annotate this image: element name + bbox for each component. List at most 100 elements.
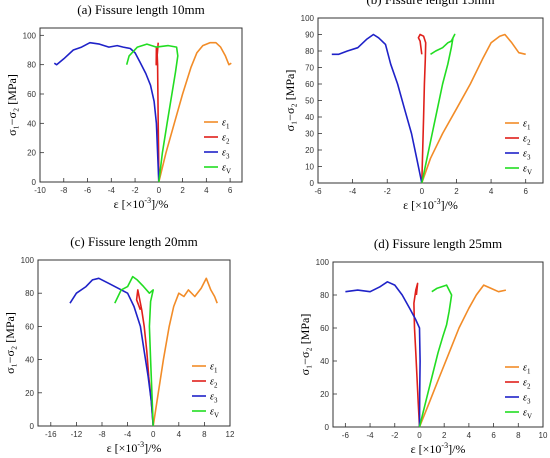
x-tick-label: -12 — [71, 430, 83, 439]
legend-label-ε3: ε3 — [523, 149, 531, 162]
legend-label-ε3: ε3 — [222, 148, 230, 161]
x-tick-label: 12 — [226, 430, 235, 439]
legend-label-ε1: ε1 — [210, 362, 218, 375]
x-axis-label: ε [×10-3]/% — [411, 441, 466, 456]
y-tick-label: 30 — [305, 130, 314, 139]
y-tick-label: 20 — [320, 390, 329, 399]
x-tick-label: 6 — [228, 186, 233, 195]
y-tick-label: 80 — [320, 291, 329, 300]
x-axis-label: ε [×10-3]/% — [403, 197, 458, 212]
legend-label-ε3: ε3 — [523, 393, 531, 406]
y-tick-label: 40 — [320, 357, 329, 366]
series-line-ε1 — [418, 284, 507, 428]
x-tick-label: 8 — [202, 430, 207, 439]
y-tick-label: 0 — [325, 423, 330, 432]
chart-title: (a) Fissure length 10mm — [77, 2, 204, 17]
y-tick-label: 80 — [27, 61, 36, 70]
series-line-εV — [421, 33, 456, 184]
series-line-ε1 — [152, 277, 218, 427]
y-tick-label: 0 — [32, 178, 37, 187]
y-axis-label: σ₁−σ₂ [MPa] — [3, 312, 17, 374]
series-line-ε1 — [158, 41, 232, 183]
x-tick-label: 6 — [491, 431, 496, 440]
y-tick-label: 0 — [310, 179, 315, 188]
y-tick-label: 100 — [23, 31, 37, 40]
y-tick-label: 40 — [25, 356, 34, 365]
x-tick-label: -6 — [314, 187, 322, 196]
legend-label-ε3: ε3 — [210, 392, 218, 405]
x-tick-label: -6 — [84, 186, 92, 195]
series-line-ε3 — [53, 41, 160, 183]
y-tick-label: 50 — [305, 97, 314, 106]
x-tick-label: -16 — [45, 430, 57, 439]
y-tick-label: 20 — [305, 146, 314, 155]
legend-label-ε2: ε2 — [222, 133, 230, 146]
legend-label-εV: εV — [523, 408, 532, 421]
y-tick-label: 40 — [27, 119, 36, 128]
x-tick-label: 0 — [151, 430, 156, 439]
y-tick-label: 60 — [320, 324, 329, 333]
x-tick-label: -6 — [342, 431, 350, 440]
x-axis-label: ε [×10-3]/% — [114, 196, 169, 211]
legend-label-ε2: ε2 — [210, 377, 218, 390]
x-tick-label: -8 — [60, 186, 68, 195]
x-tick-label: 0 — [420, 187, 425, 196]
legend-label-εV: εV — [210, 407, 219, 420]
series-line-εV — [114, 275, 154, 427]
x-tick-label: 4 — [177, 430, 182, 439]
series-line-ε2 — [413, 282, 421, 428]
chart-title: (d) Fissure length 25mm — [374, 236, 502, 251]
plot-frame — [37, 259, 231, 427]
y-tick-label: 100 — [21, 256, 35, 265]
y-axis-label: σ₁−σ₂ [MPa] — [5, 74, 19, 136]
x-tick-label: -4 — [108, 186, 116, 195]
x-tick-label: -2 — [131, 186, 139, 195]
x-tick-label: -2 — [384, 187, 392, 196]
series-line-ε3 — [345, 280, 421, 428]
x-tick-label: 6 — [523, 187, 528, 196]
chart-panel-3: (c) Fissure length 20mm -16 -12 -8 -4 0 4 8 12 0 2… — [3, 234, 235, 455]
x-tick-label: -4 — [366, 431, 374, 440]
y-tick-label: 0 — [30, 422, 35, 431]
x-tick-label: 4 — [489, 187, 494, 196]
y-tick-label: 100 — [301, 14, 315, 23]
legend-label-ε1: ε1 — [523, 363, 531, 376]
series-line-εV — [125, 43, 179, 183]
x-tick-label: -4 — [124, 430, 132, 439]
legend-label-ε1: ε1 — [222, 118, 230, 131]
x-tick-label: 2 — [442, 431, 447, 440]
y-tick-label: 90 — [305, 31, 314, 40]
x-tick-label: 4 — [467, 431, 472, 440]
x-tick-label: 8 — [516, 431, 521, 440]
y-tick-label: 60 — [25, 322, 34, 331]
chart-panel-4: (d) Fissure length 25mm-6 -4 -2 0 2 4 6 8 100204… — [298, 236, 548, 456]
y-tick-label: 60 — [305, 80, 314, 89]
legend-label-ε2: ε2 — [523, 378, 531, 391]
y-tick-label: 70 — [305, 64, 314, 73]
series-line-ε1 — [421, 33, 526, 184]
chart-panel-1: (a) Fissure length 10mm-10 -8 -6 -4 -2 0 2 4 602… — [5, 2, 243, 211]
y-tick-label: 20 — [25, 389, 34, 398]
series-line-ε3 — [331, 33, 423, 184]
legend-label-ε1: ε1 — [523, 119, 531, 132]
legend-label-εV: εV — [222, 163, 231, 176]
y-tick-label: 80 — [305, 47, 314, 56]
series-line-εV — [418, 284, 453, 428]
y-axis-label: σ₁−σ₂ [MPa] — [298, 314, 312, 376]
plot-frame — [39, 27, 243, 183]
x-tick-label: -8 — [98, 430, 106, 439]
x-tick-label: -10 — [34, 186, 46, 195]
legend-label-εV: εV — [523, 164, 532, 177]
y-tick-label: 100 — [316, 258, 330, 267]
x-tick-label: 2 — [180, 186, 185, 195]
chart-title: (c) Fissure length 20mm — [70, 234, 197, 249]
series-line-ε2 — [417, 33, 427, 184]
chart-title: (b) Fissure length 15mm — [366, 0, 494, 7]
x-tick-label: 0 — [417, 431, 422, 440]
series-line-ε2 — [155, 42, 160, 183]
plot-frame — [332, 261, 544, 428]
x-axis-label: ε [×10-3]/% — [107, 440, 162, 455]
x-tick-label: 10 — [539, 431, 548, 440]
chart-panel-2: (b) Fissure length 15mm-6-4-202460102030… — [283, 0, 544, 212]
